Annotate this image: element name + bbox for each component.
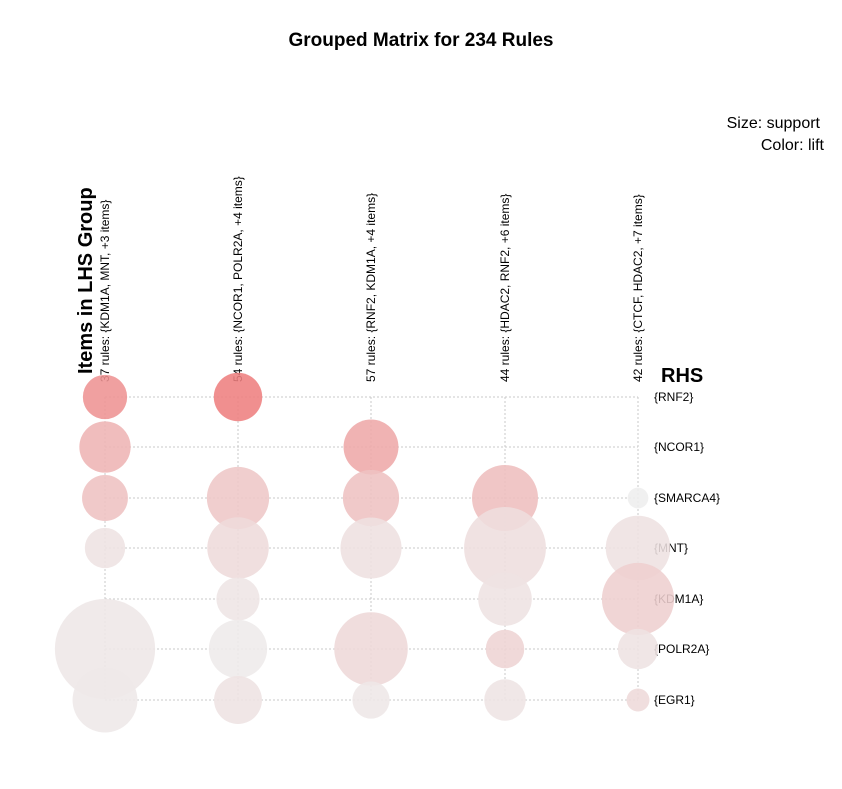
rhs-item-label: {NCOR1} xyxy=(654,440,704,454)
rule-bubble xyxy=(485,629,525,669)
rule-bubble xyxy=(626,688,650,712)
rule-bubble xyxy=(478,572,532,626)
rule-bubble xyxy=(352,681,390,719)
rule-bubble xyxy=(213,372,263,422)
rule-bubble xyxy=(627,487,649,509)
rule-bubble xyxy=(79,421,131,473)
rule-bubble xyxy=(82,374,128,420)
chart-title: Grouped Matrix for 234 Rules xyxy=(288,30,553,51)
lhs-group-label: 42 rules: {CTCF, HDAC2, +7 items} xyxy=(631,194,645,382)
rule-bubble xyxy=(206,466,270,530)
bubbles xyxy=(54,372,675,733)
rule-bubble xyxy=(334,612,408,686)
rhs-item-label: {RNF2} xyxy=(654,390,693,404)
rhs-item-label: {SMARCA4} xyxy=(654,491,720,505)
rule-bubble xyxy=(207,517,269,579)
rule-bubble xyxy=(464,507,546,589)
rule-bubble xyxy=(54,598,156,700)
lhs-group-label: 57 rules: {RNF2, KDM1A, +4 items} xyxy=(364,193,378,382)
color-legend-label: Color: lift xyxy=(761,137,825,154)
rule-bubble xyxy=(342,469,400,527)
rule-bubble xyxy=(208,619,268,679)
lhs-group-labels: 37 rules: {KDM1A, MNT, +3 items} 54 rules… xyxy=(98,176,645,382)
rule-bubble xyxy=(601,562,675,636)
rule-bubble xyxy=(343,419,399,475)
rule-bubble xyxy=(605,515,671,581)
rule-bubble xyxy=(72,667,138,733)
rule-bubble xyxy=(82,475,128,521)
rhs-item-label: {EGR1} xyxy=(654,693,695,707)
y-axis-title: Items in LHS Group xyxy=(75,187,97,374)
rule-bubble xyxy=(84,527,126,569)
lhs-group-label: 44 rules: {HDAC2, RNF2, +6 items} xyxy=(498,194,512,382)
lhs-group-label: 54 rules: {NCOR1, POLR2A, +4 items} xyxy=(231,176,245,382)
size-legend-label: Size: support xyxy=(727,115,821,132)
x-axis-title: RHS xyxy=(661,365,703,387)
rule-bubble xyxy=(216,577,260,621)
lhs-group-label: 37 rules: {KDM1A, MNT, +3 items} xyxy=(98,200,112,382)
rule-bubble xyxy=(484,679,526,721)
rule-bubble xyxy=(214,676,262,724)
rule-bubble xyxy=(340,517,402,579)
rule-bubble xyxy=(617,628,659,670)
rhs-item-label: {POLR2A} xyxy=(654,642,709,656)
